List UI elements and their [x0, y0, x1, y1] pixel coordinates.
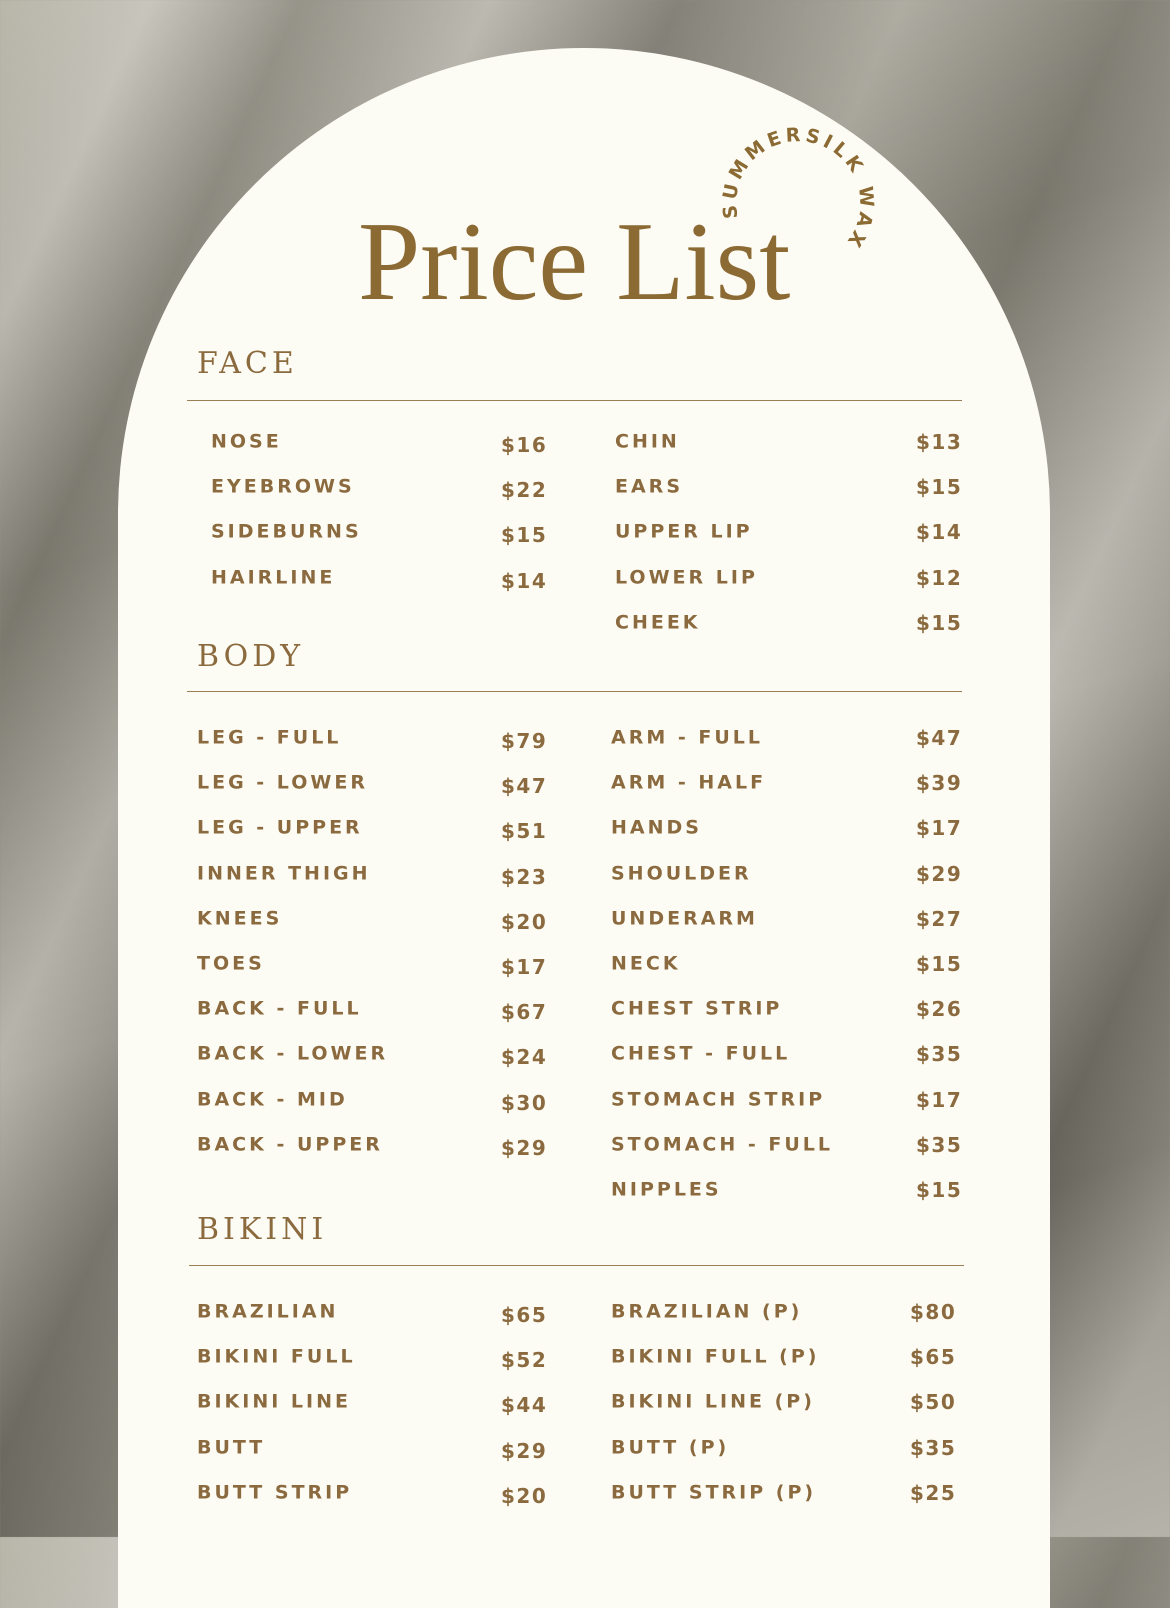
service-price: $80	[910, 1300, 957, 1324]
service-price: $29	[501, 1135, 548, 1160]
service-price: $13	[916, 430, 963, 454]
service-name: BRAZILIAN	[197, 1300, 339, 1323]
service-name: INNER THIGH	[197, 862, 371, 885]
service-price: $30	[501, 1090, 548, 1115]
service-price: $15	[501, 523, 548, 548]
service-name: SHOULDER	[611, 862, 752, 885]
service-name: ARM - HALF	[611, 771, 767, 794]
service-price: $29	[916, 861, 963, 886]
service-name: NECK	[611, 952, 681, 975]
service-name: EYEBROWS	[211, 475, 355, 498]
service-name: SIDEBURNS	[211, 520, 362, 543]
service-name: CHEST STRIP	[611, 997, 783, 1020]
service-price: $17	[916, 1087, 963, 1112]
service-name: LOWER LIP	[615, 566, 758, 589]
service-name: UPPER LIP	[615, 520, 753, 543]
service-name: HANDS	[611, 816, 702, 839]
service-price: $17	[501, 955, 548, 979]
service-price: $25	[910, 1480, 957, 1505]
service-name: STOMACH - FULL	[611, 1133, 833, 1156]
service-price: $24	[501, 1045, 548, 1070]
service-price: $20	[501, 1483, 548, 1508]
service-name: BIKINI LINE	[197, 1390, 351, 1413]
service-price: $22	[501, 478, 548, 503]
service-name: BUTT STRIP	[197, 1481, 353, 1504]
section-heading: BIKINI	[197, 1212, 328, 1247]
service-name: BACK - MID	[197, 1088, 348, 1111]
service-name: KNEES	[197, 907, 283, 930]
service-name: BRAZILIAN (P)	[611, 1300, 803, 1323]
page-title: Price List	[358, 200, 791, 324]
service-price: $14	[916, 520, 963, 545]
service-name: BIKINI LINE (P)	[611, 1390, 815, 1413]
service-name: NIPPLES	[611, 1178, 722, 1201]
service-name: BUTT	[197, 1436, 266, 1459]
service-price: $17	[916, 816, 963, 841]
service-name: LEG - UPPER	[197, 816, 363, 839]
service-price: $29	[501, 1438, 548, 1463]
service-price: $65	[910, 1345, 957, 1370]
service-name: UNDERARM	[611, 907, 758, 930]
service-price: $67	[501, 1000, 548, 1025]
service-name: BACK - LOWER	[197, 1042, 389, 1065]
service-price: $14	[501, 568, 548, 593]
brand-logo-curved-text: SUMMERSILK WAX	[719, 124, 874, 254]
service-price: $51	[501, 819, 548, 844]
service-price: $20	[501, 909, 548, 934]
service-price: $35	[916, 1042, 963, 1067]
service-name: LEG - FULL	[197, 726, 342, 749]
service-name: BIKINI FULL (P)	[611, 1345, 820, 1368]
service-name: CHEEK	[615, 611, 701, 634]
service-name: EARS	[615, 475, 683, 498]
service-price: $23	[501, 864, 548, 889]
service-price: $52	[501, 1348, 548, 1373]
service-name: TOES	[197, 952, 265, 975]
service-price: $79	[501, 729, 548, 753]
section-divider	[189, 1265, 964, 1266]
section-heading: FACE	[197, 346, 298, 381]
service-price: $16	[501, 433, 548, 457]
service-price: $50	[910, 1390, 957, 1415]
arch-card	[118, 48, 1050, 1608]
service-name: STOMACH STRIP	[611, 1088, 826, 1111]
service-name: BUTT STRIP (P)	[611, 1481, 817, 1504]
service-price: $47	[916, 726, 963, 750]
section-divider	[187, 400, 962, 401]
service-name: BIKINI FULL	[197, 1345, 356, 1368]
section-divider	[187, 691, 962, 692]
service-price: $44	[501, 1393, 548, 1418]
service-price: $15	[916, 610, 963, 635]
service-price: $12	[916, 565, 963, 590]
service-name: CHIN	[615, 430, 680, 453]
service-name: NOSE	[211, 430, 282, 453]
service-price: $35	[916, 1132, 963, 1157]
service-price: $47	[501, 774, 548, 799]
service-price: $15	[916, 475, 963, 500]
service-name: BUTT (P)	[611, 1436, 730, 1459]
service-price: $35	[910, 1435, 957, 1460]
service-price: $65	[501, 1303, 548, 1327]
section-heading: BODY	[197, 639, 305, 674]
service-name: BACK - FULL	[197, 997, 362, 1020]
service-name: ARM - FULL	[611, 726, 763, 749]
service-price: $26	[916, 997, 963, 1022]
service-name: CHEST - FULL	[611, 1042, 791, 1065]
service-price: $27	[916, 906, 963, 931]
service-name: HAIRLINE	[211, 566, 336, 589]
service-price: $15	[916, 952, 963, 976]
service-price: $15	[916, 1178, 963, 1202]
service-name: BACK - UPPER	[197, 1133, 383, 1156]
service-name: LEG - LOWER	[197, 771, 368, 794]
service-price: $39	[916, 771, 963, 796]
